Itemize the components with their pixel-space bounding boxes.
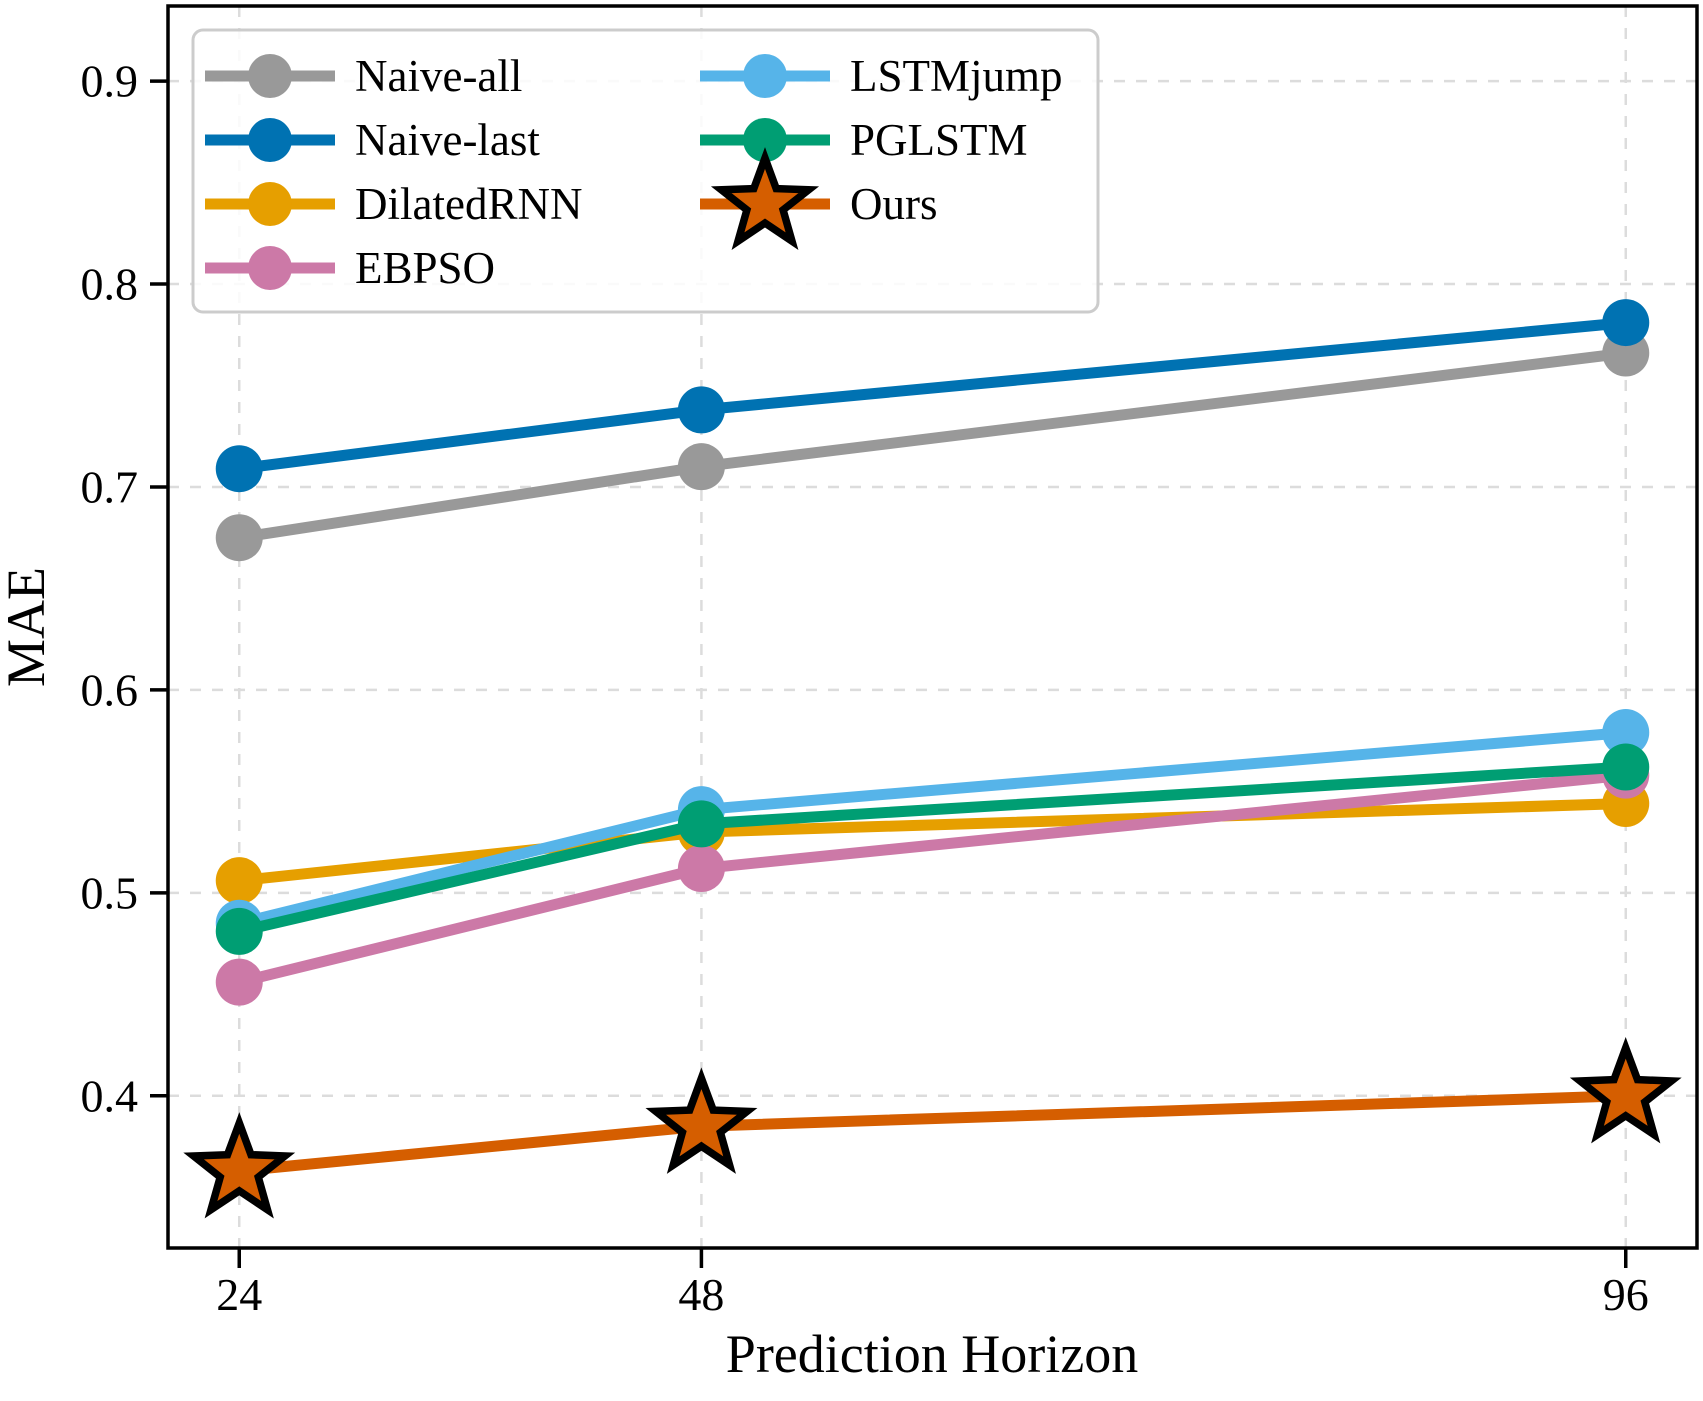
- x-tick-label: 48: [678, 1269, 724, 1320]
- series-marker-star-Ours: [645, 1067, 758, 1174]
- series-marker-star-Ours: [1569, 1036, 1682, 1144]
- legend-box: [191, 28, 1100, 314]
- series-marker-Naive-all: [215, 514, 263, 562]
- legend: Naive-all Naive-last DilatedRNN EBPSO LSTMju…: [191, 28, 1100, 314]
- series-line-Ours: [233, 1090, 1632, 1177]
- legend-item-DilatedRNN: DilatedRNN: [205, 179, 582, 229]
- series-marker-Naive-all: [677, 443, 725, 491]
- legend-circle-icon: [743, 118, 787, 162]
- legend-item-PGLSTM: PGLSTM: [700, 115, 1028, 165]
- legend-circle-icon: [743, 54, 787, 98]
- series-marker-Naive-last: [677, 386, 725, 434]
- legend-label: PGLSTM: [850, 115, 1028, 165]
- series-marker-EBPSO: [215, 958, 263, 1006]
- legend-label: Naive-all: [355, 51, 522, 101]
- legend-circle-icon: [248, 246, 292, 290]
- x-axis-label: Prediction Horizon: [726, 1324, 1138, 1384]
- legend-item-EBPSO: EBPSO: [205, 243, 495, 293]
- x-tick-label: 24: [216, 1269, 262, 1320]
- series-line-Naive-last: [233, 317, 1632, 475]
- y-tick-label: 0.9: [81, 56, 139, 107]
- axis-ticks: [150, 79, 1628, 1268]
- legend-circle-icon: [248, 118, 292, 162]
- legend-circle-icon: [248, 54, 292, 98]
- series-marker-PGLSTM: [1602, 743, 1650, 791]
- legend-label: Ours: [850, 179, 938, 229]
- legend-item-Naive-last: Naive-last: [205, 115, 540, 165]
- legend-label: Naive-last: [355, 115, 540, 165]
- y-tick-label: 0.4: [81, 1070, 139, 1121]
- series-marker-Naive-last: [215, 445, 263, 493]
- series-marker-LSTMjump: [1602, 709, 1650, 757]
- series-layer: [183, 299, 1682, 1219]
- y-tick-label: 0.5: [81, 867, 139, 918]
- legend-label: EBPSO: [355, 243, 495, 293]
- plot-border: [166, 4, 1699, 1250]
- series-marker-star-Ours: [183, 1112, 296, 1219]
- series-marker-DilatedRNN: [215, 857, 263, 905]
- series-marker-PGLSTM: [215, 907, 263, 955]
- tick-labels: 0.4 0.5 0.6 0.7 0.8 0.9 24 48 96: [81, 56, 1649, 1320]
- legend-label: LSTMjump: [850, 51, 1063, 101]
- y-tick-label: 0.8: [81, 259, 139, 310]
- legend-item-LSTMjump: LSTMjump: [700, 51, 1063, 101]
- series-marker-Naive-last: [1602, 299, 1650, 347]
- legend-item-Naive-all: Naive-all: [205, 51, 522, 101]
- legend-item-Ours: Ours: [700, 147, 938, 251]
- series-marker-PGLSTM: [677, 800, 725, 848]
- series-marker-EBPSO: [677, 845, 725, 892]
- legend-circle-icon: [248, 182, 292, 226]
- y-axis-label: MAE: [0, 567, 56, 687]
- x-tick-label: 96: [1603, 1269, 1649, 1320]
- legend-star-icon: [710, 147, 820, 251]
- y-tick-label: 0.7: [81, 461, 139, 512]
- y-tick-label: 0.6: [81, 664, 139, 715]
- legend-label: DilatedRNN: [355, 179, 582, 229]
